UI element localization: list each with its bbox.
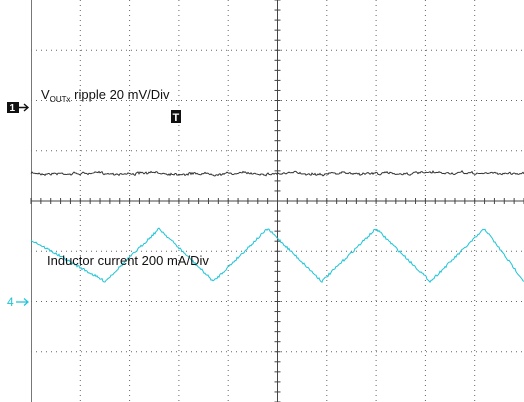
ch1-annotation-subscript: OUTx [50, 95, 71, 104]
ch1-annotation-main: V [41, 87, 50, 102]
trigger-marker-label: T [173, 112, 180, 124]
ch1-annotation-rest: ripple 20 mV/Div [71, 87, 170, 102]
ch4-marker-label: 4 [7, 295, 14, 309]
ch1-ground-marker: 1 [7, 102, 30, 114]
ch4-annotation: Inductor current 200 mA/Div [47, 253, 209, 268]
ch1-annotation: VOUTx ripple 20 mV/Div [41, 87, 170, 104]
ch4-ground-marker: 4 [7, 295, 29, 309]
ch1-ripple-trace [30, 170, 524, 177]
trigger-marker: T [171, 110, 181, 124]
graticule-center-axes [30, 0, 524, 402]
ch4-inductor-current-trace [30, 227, 524, 283]
ch1-marker-label: 1 [10, 103, 16, 114]
